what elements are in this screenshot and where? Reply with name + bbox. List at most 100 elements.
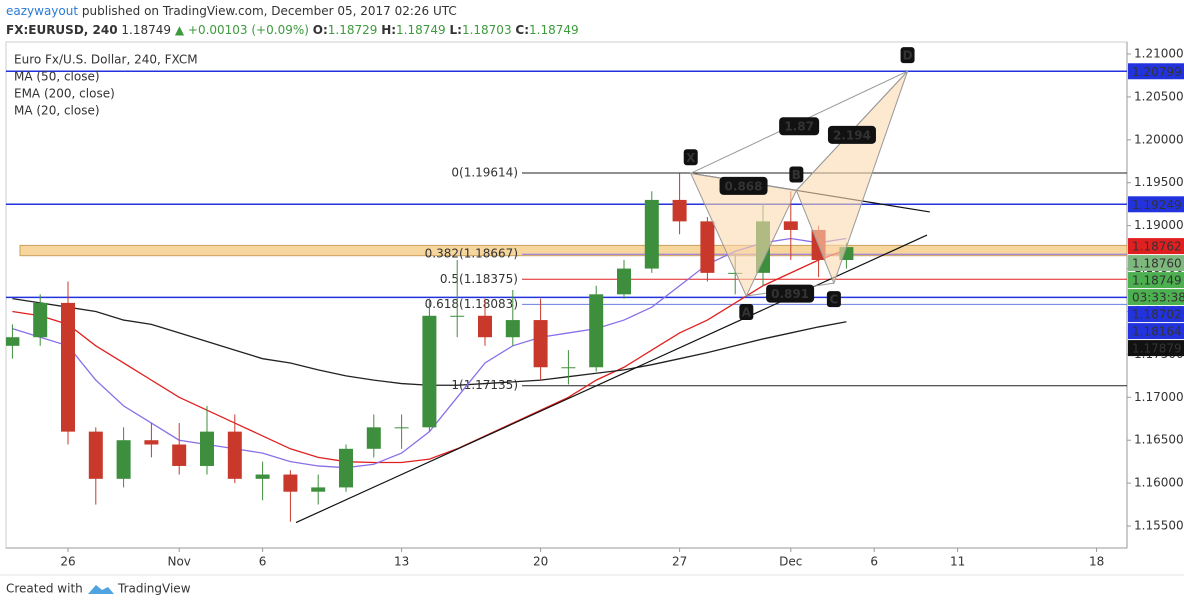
plot: 0(1.19614) 0.382(1.18667) 0.5(1.18375) 0.61… bbox=[6, 47, 1184, 569]
header-line1: eazywayout published on TradingView.com,… bbox=[6, 4, 457, 18]
o-label: O: bbox=[313, 23, 328, 37]
x-tick-label: 6 bbox=[870, 555, 878, 569]
y-tick-label: 1.20000 bbox=[1134, 132, 1184, 146]
support-band bbox=[19, 244, 1127, 257]
candle-body bbox=[700, 221, 715, 273]
price-tag bbox=[1128, 306, 1184, 323]
change: ▲ +0.00103 (+0.09%) bbox=[175, 23, 309, 37]
pattern-point-label: A bbox=[742, 306, 752, 320]
price-tag bbox=[1128, 196, 1184, 213]
symbol: FX:EURUSD, 240 bbox=[6, 23, 118, 37]
price-tag-label: 03:33:38 bbox=[1132, 291, 1184, 305]
x-tick-label: Nov bbox=[167, 555, 190, 569]
open: 1.18729 bbox=[328, 23, 378, 37]
x-tick-label: 18 bbox=[1089, 555, 1104, 569]
price-tag bbox=[1128, 340, 1184, 357]
x-tick-label: 13 bbox=[394, 555, 409, 569]
price-tag-label: 1.18164 bbox=[1132, 325, 1182, 339]
header-line2: FX:EURUSD, 240 1.18749 ▲ +0.00103 (+0.09… bbox=[6, 23, 579, 37]
price-tag-label: 1.19249 bbox=[1132, 198, 1182, 212]
pattern-point-box bbox=[683, 149, 698, 166]
candle-body bbox=[283, 474, 298, 492]
fib-label: 0.382(1.18667) bbox=[425, 247, 518, 261]
footer-created: Created with bbox=[6, 582, 83, 596]
last-price: 1.18749 bbox=[121, 23, 171, 37]
y-tick-label: 1.21000 bbox=[1134, 47, 1184, 61]
candle-body bbox=[783, 221, 798, 230]
candle-body bbox=[116, 440, 131, 479]
x-tick-label: Dec bbox=[779, 555, 802, 569]
price-tag-label: 1.18702 bbox=[1132, 308, 1182, 322]
price-tag bbox=[1128, 255, 1184, 272]
h-label: H: bbox=[381, 23, 396, 37]
c-label: C: bbox=[515, 23, 529, 37]
candle-body bbox=[533, 320, 548, 368]
candle-body bbox=[589, 294, 604, 368]
pattern-point-label: X bbox=[686, 151, 696, 165]
price-tag bbox=[1128, 323, 1184, 340]
candle-body bbox=[617, 268, 631, 295]
y-tick-label: 1.19500 bbox=[1134, 175, 1184, 189]
candle-body bbox=[6, 337, 20, 346]
moving-average bbox=[12, 249, 847, 464]
candle-body bbox=[88, 431, 103, 479]
price-tag bbox=[1128, 289, 1184, 306]
candle-body bbox=[644, 199, 659, 269]
y-tick-label: 1.17000 bbox=[1134, 390, 1184, 404]
candle-body bbox=[672, 199, 687, 222]
fib-label: 0.5(1.18375) bbox=[440, 272, 518, 286]
ratio-box bbox=[766, 284, 815, 303]
candle-body bbox=[394, 427, 409, 429]
candle-body bbox=[172, 444, 187, 466]
fib-label: 1(1.17135) bbox=[451, 378, 518, 392]
trendline bbox=[295, 234, 928, 524]
candle-body bbox=[450, 315, 465, 317]
chart-title: Euro Fx/U.S. Dollar, 240, FXCM bbox=[14, 53, 198, 67]
pattern-point-label: C bbox=[829, 293, 838, 307]
candle-body bbox=[311, 487, 326, 492]
y-tick-label: 1.19000 bbox=[1134, 218, 1184, 232]
candle-body bbox=[366, 427, 381, 449]
high: 1.18749 bbox=[396, 23, 446, 37]
pattern-point-box bbox=[826, 291, 841, 308]
l-label: L: bbox=[450, 23, 462, 37]
legend-entry: EMA (200, close) bbox=[14, 87, 115, 101]
legend-entry: MA (50, close) bbox=[14, 70, 100, 84]
price-tag-label: 1.17879 bbox=[1132, 342, 1182, 356]
price-tag bbox=[1128, 238, 1184, 255]
x-tick-label: 6 bbox=[259, 555, 267, 569]
y-tick-label: 1.16000 bbox=[1134, 476, 1184, 490]
published: published on TradingView.com, December 0… bbox=[82, 4, 457, 18]
low: 1.18703 bbox=[462, 23, 512, 37]
y-tick-label: 1.16500 bbox=[1134, 433, 1184, 447]
price-tag-label: 1.18760 bbox=[1132, 257, 1182, 271]
ratio-label: 1.87 bbox=[784, 120, 814, 134]
candle-body bbox=[227, 431, 242, 479]
candle-body bbox=[422, 315, 437, 428]
fib-label: 0(1.19614) bbox=[451, 165, 518, 179]
price-tag bbox=[1128, 63, 1184, 80]
pattern-point-box bbox=[900, 47, 915, 64]
x-tick-label: 11 bbox=[950, 555, 965, 569]
y-tick-label: 1.20500 bbox=[1134, 89, 1184, 103]
price-tag-label: 1.18762 bbox=[1132, 240, 1182, 254]
price-tag-label: 1.18749 bbox=[1132, 274, 1182, 288]
ratio-box bbox=[719, 176, 768, 195]
x-tick-label: 27 bbox=[672, 555, 687, 569]
candle-body bbox=[561, 367, 576, 369]
fib-label: 0.618(1.18083) bbox=[425, 297, 518, 311]
ratio-label: 0.868 bbox=[725, 179, 763, 193]
ratio-label: 0.891 bbox=[771, 287, 809, 301]
author[interactable]: eazywayout bbox=[6, 4, 78, 18]
legend-entry: MA (20, close) bbox=[14, 104, 100, 118]
x-tick-label: 20 bbox=[533, 555, 548, 569]
price-tag-label: 1.20799 bbox=[1132, 65, 1182, 79]
candle-body bbox=[255, 474, 270, 479]
footer-brand[interactable]: TradingView bbox=[117, 582, 191, 596]
brand-logo bbox=[88, 585, 114, 594]
pattern-point-box bbox=[789, 166, 804, 183]
ratio-box bbox=[779, 117, 820, 136]
pattern-point-box bbox=[739, 304, 754, 321]
pattern-point-label: B bbox=[792, 168, 801, 182]
